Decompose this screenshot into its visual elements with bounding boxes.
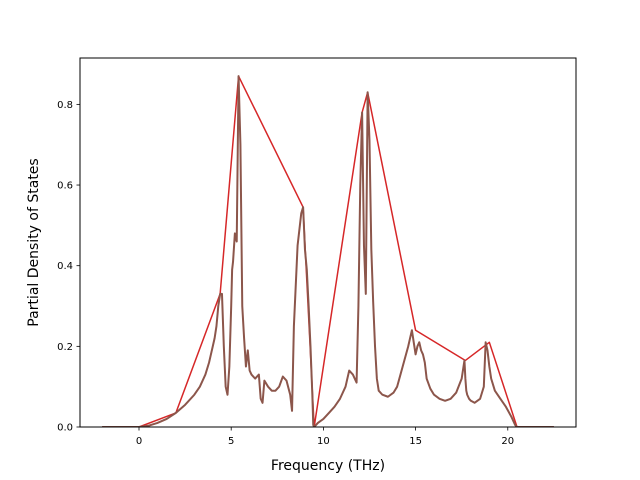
x-tick-label: 20 <box>501 436 514 447</box>
y-tick-label: 0.2 <box>57 342 73 353</box>
x-axis-label: Frequency (THz) <box>271 458 385 474</box>
y-tick-label: 0.4 <box>57 261 73 272</box>
plot-background <box>80 58 576 427</box>
series-line-0 <box>102 75 554 427</box>
series-layer <box>102 75 554 427</box>
y-tick-label: 0.8 <box>57 100 73 111</box>
x-tick-label: 15 <box>409 436 422 447</box>
y-axis-label: Partial Density of States <box>26 158 42 326</box>
y-tick-label: 0.0 <box>57 423 73 434</box>
x-axis-ticks: 0 5 10 15 20 <box>136 427 514 447</box>
x-tick-label: 0 <box>136 436 142 447</box>
y-axis-ticks: 0.0 0.2 0.4 0.6 0.8 <box>57 100 80 434</box>
plot-frame <box>79 57 577 428</box>
x-tick-label: 5 <box>228 436 234 447</box>
x-tick-label: 10 <box>317 436 330 447</box>
y-tick-label: 0.6 <box>57 181 73 192</box>
